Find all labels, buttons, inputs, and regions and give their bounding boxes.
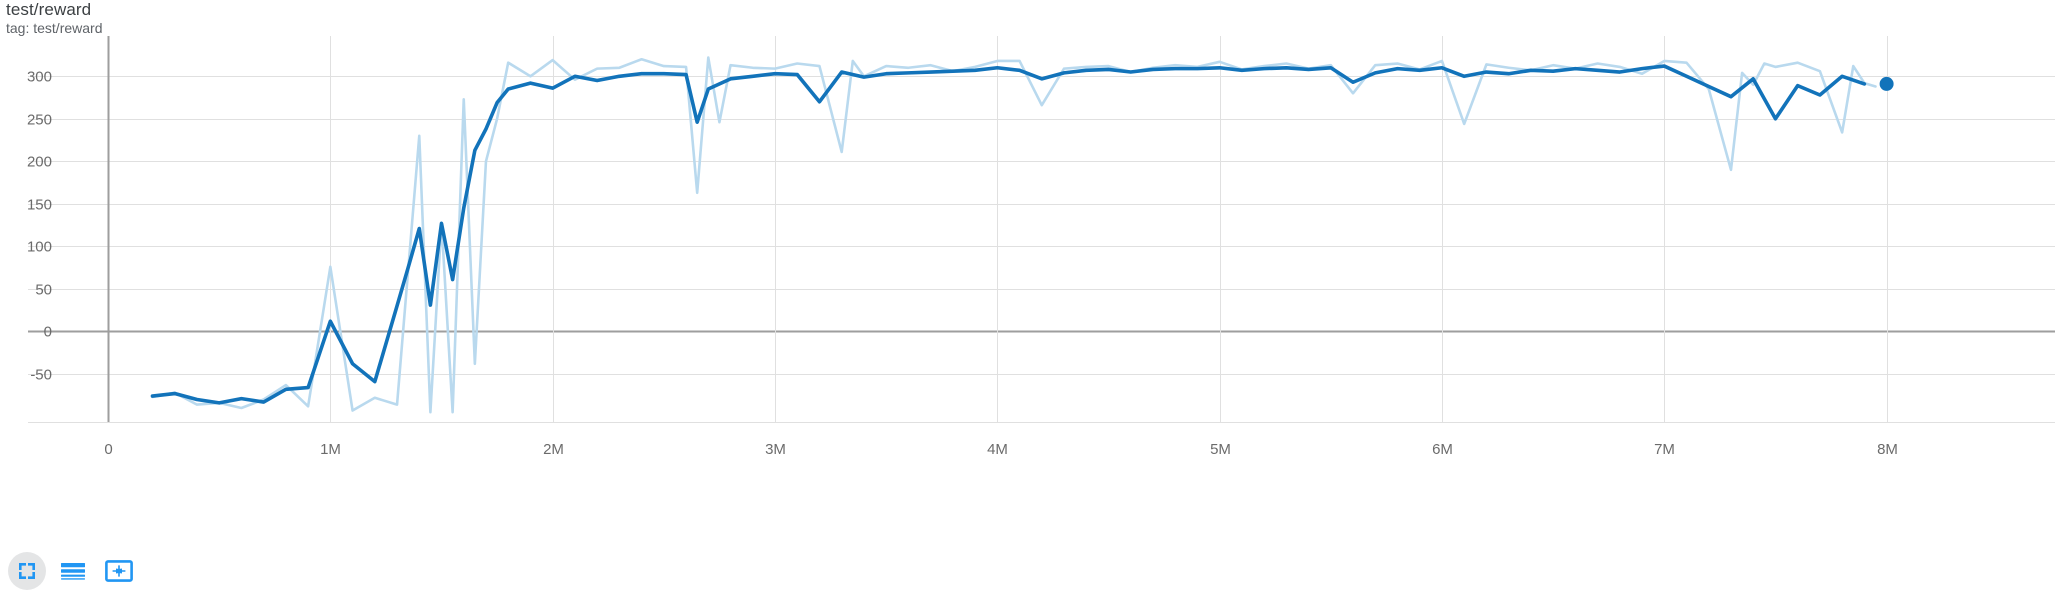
x-tick-label: 8M [1877,441,1898,458]
page-title: test/reward [6,0,92,19]
series-end-dot [1879,76,1894,91]
x-tick-label: 1M [320,441,341,458]
y-tick-label: 150 [27,197,52,214]
y-tick-label: -50 [30,367,52,384]
fit-domain-button[interactable] [100,552,138,590]
series-line-smoothed [150,64,1867,405]
x-tick-label: 5M [1210,441,1231,458]
x-tick-label: 3M [765,441,786,458]
fit-domain-icon [105,560,133,582]
x-tick-label: 6M [1432,441,1453,458]
fullscreen-icon [17,561,37,581]
x-tick-label: 2M [543,441,564,458]
x-tick-label: 7M [1654,441,1675,458]
y-axis-labels: -50 0 50 100 150 200 250 300 [27,69,52,384]
y-tick-label: 0 [44,324,52,341]
x-tick-label: 4M [987,441,1008,458]
y-tick-label: 300 [27,69,52,86]
chart-header: test/reward tag: test/reward [6,0,606,37]
y-tick-label: 100 [27,239,52,256]
end-point-marker [1879,76,1894,91]
x-tick-label: 0 [104,441,112,458]
x-axis-labels: 0 1M 2M 3M 4M 5M 6M 7M 8M [104,441,1898,458]
y-tick-label: 50 [35,282,52,299]
plot-area[interactable]: -50 0 50 100 150 200 250 300 0 1M 2M 3M 4M 5M 6M 7M 8M [0,30,2055,540]
y-tick-label: 200 [27,154,52,171]
data-table-button[interactable] [54,552,92,590]
series-line-raw [151,56,1877,414]
y-tick-label: 250 [27,112,52,129]
fullscreen-button[interactable] [8,552,46,590]
chart-toolbar[interactable] [8,552,138,590]
gridlines [28,36,2055,422]
chart-tag-subtitle: tag: test/reward [6,20,103,36]
data-table-icon [60,561,86,581]
series-group [150,56,1877,414]
line-chart-svg[interactable]: -50 0 50 100 150 200 250 300 0 1M 2M 3M 4M 5M 6M 7M 8M [0,30,2055,540]
